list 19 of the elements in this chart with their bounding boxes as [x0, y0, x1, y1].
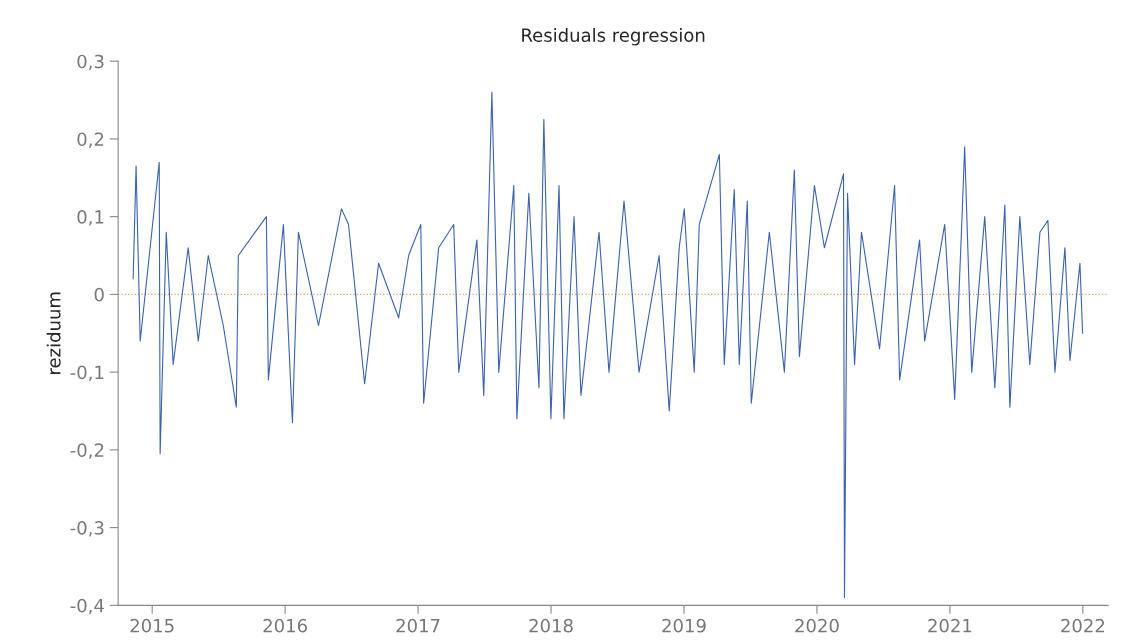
y-axis-title: reziduum [46, 292, 61, 374]
x-tick-label: 2018 [529, 618, 573, 633]
y-tick-label: 0 [94, 287, 104, 302]
x-tick-label: 2015 [130, 618, 174, 633]
x-tick-label: 2021 [928, 618, 972, 633]
y-tick-label: 0,1 [77, 210, 104, 226]
x-tick-label: 2019 [662, 618, 706, 633]
y-tick-label: -0,2 [70, 443, 104, 459]
y-tick-label: 0,3 [77, 54, 104, 71]
x-tick-label: 2017 [396, 618, 440, 633]
line-series [132, 91, 1084, 599]
chart-title: Residuals regression [522, 28, 705, 46]
x-tick-label: 2016 [263, 618, 307, 633]
x-tick-label: 2022 [1061, 618, 1105, 633]
y-tick-label: -0,1 [70, 365, 104, 382]
y-tick-label: 0,2 [77, 132, 104, 148]
y-tick-label: -0,3 [70, 521, 104, 537]
x-tick-label: 2020 [795, 618, 839, 633]
y-tick-label: -0,4 [70, 598, 104, 615]
